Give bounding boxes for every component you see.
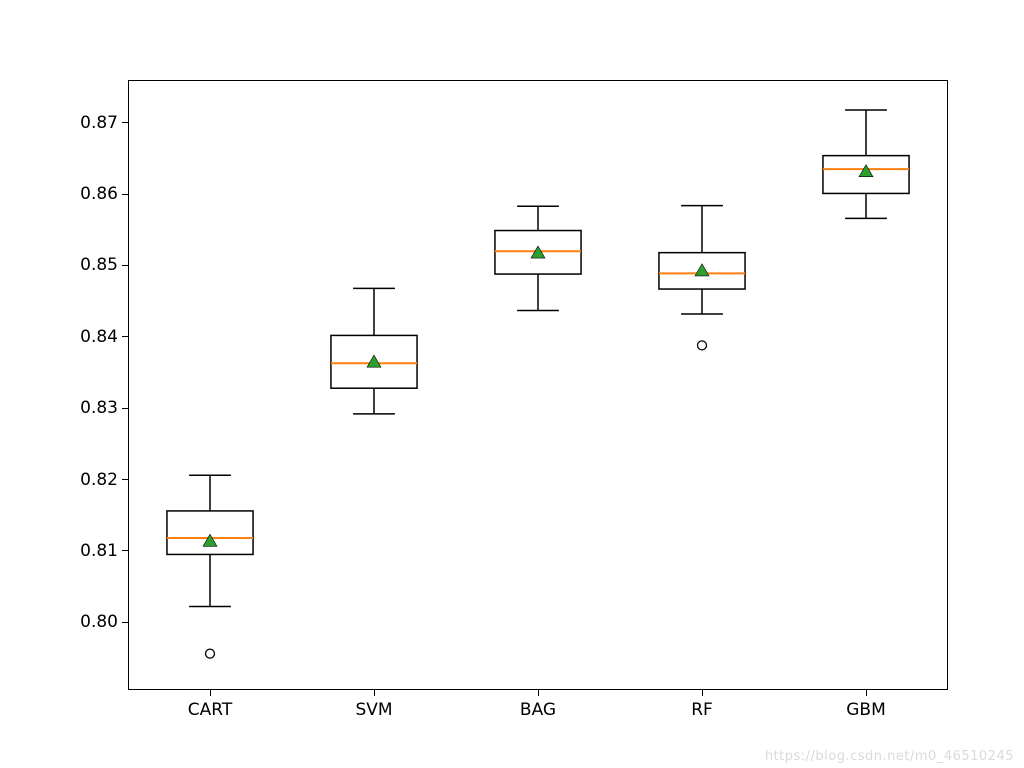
y-tick-label: 0.82: [80, 470, 118, 490]
x-tick-label: RF: [691, 700, 713, 720]
x-tick-label: GBM: [846, 700, 886, 720]
y-tick-mark: [122, 622, 128, 623]
x-tick-mark: [210, 690, 211, 696]
x-tick-label: SVM: [355, 700, 392, 720]
y-tick-label: 0.84: [80, 327, 118, 347]
x-tick-mark: [866, 690, 867, 696]
y-tick-mark: [122, 194, 128, 195]
x-tick-mark: [702, 690, 703, 696]
y-tick-label: 0.86: [80, 184, 118, 204]
y-tick-label: 0.83: [80, 398, 118, 418]
figure: 0.80 0.81 0.82 0.83 0.84 0.85 0.86 0.87 CART SVM B…: [0, 0, 1024, 768]
y-tick-mark: [122, 479, 128, 480]
y-tick-label: 0.81: [80, 541, 118, 561]
x-tick-mark: [374, 690, 375, 696]
y-tick-mark: [122, 336, 128, 337]
x-tick-label: CART: [188, 700, 232, 720]
y-tick-mark: [122, 265, 128, 266]
x-tick-mark: [538, 690, 539, 696]
y-tick-mark: [122, 122, 128, 123]
plot-area: [128, 80, 948, 690]
y-tick-mark: [122, 408, 128, 409]
x-tick-label: BAG: [520, 700, 556, 720]
y-tick-mark: [122, 550, 128, 551]
y-tick-label: 0.85: [80, 255, 118, 275]
watermark-text: https://blog.csdn.net/m0_46510245: [765, 749, 1014, 764]
y-tick-label: 0.87: [80, 113, 118, 133]
y-tick-label: 0.80: [80, 612, 118, 632]
